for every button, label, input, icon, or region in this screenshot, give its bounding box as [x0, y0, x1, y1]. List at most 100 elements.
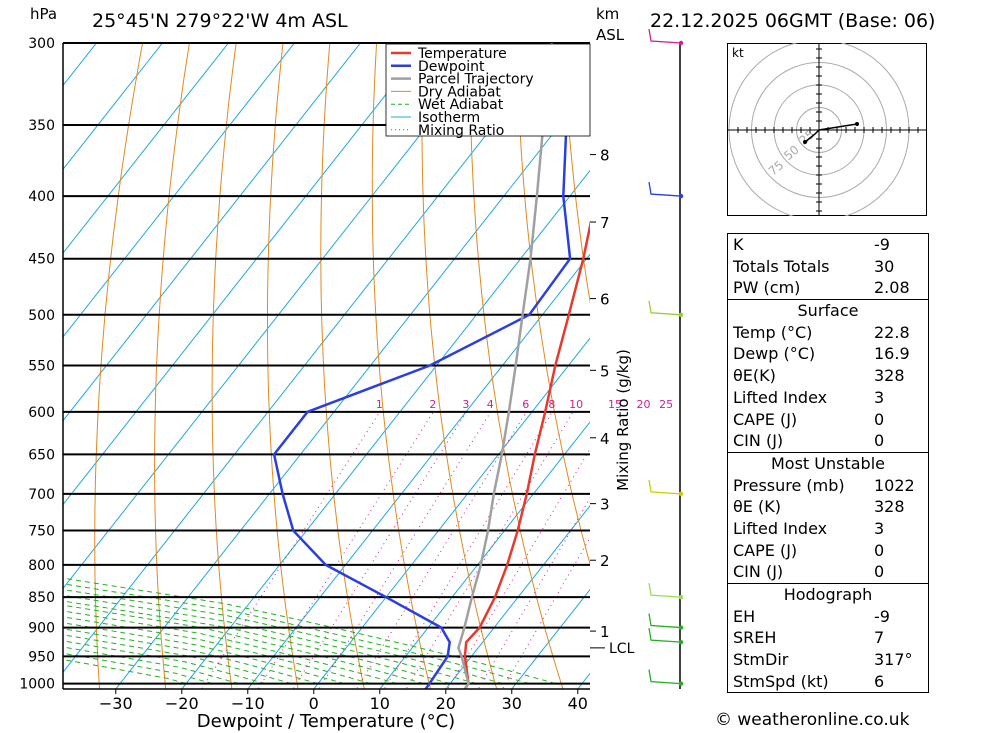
wind-barb — [648, 669, 682, 685]
pressure-tick-label: 350 — [28, 118, 55, 134]
isotherm-line — [63, 43, 296, 338]
isotherm-line — [628, 25, 727, 710]
dry-adiabat-line — [516, 43, 590, 566]
mixing-ratio-line — [383, 411, 553, 689]
mixing-ratio-label: 6 — [522, 398, 529, 411]
index-value: 328 — [874, 366, 905, 386]
mixing-ratio-label: 20 — [637, 398, 651, 411]
index-value: 22.8 — [874, 322, 910, 342]
index-label: SREH — [733, 628, 777, 648]
index-row: Lifted Index 3 — [728, 387, 928, 409]
wind-barb — [648, 613, 682, 629]
x-axis-title: Dewpoint / Temperature (°C) — [197, 711, 455, 732]
index-value: 2.08 — [874, 278, 910, 298]
index-value: 317° — [874, 650, 913, 670]
wet-adiabat-line — [63, 583, 530, 685]
index-value: 6 — [874, 671, 885, 691]
dry-adiabat-line — [563, 43, 590, 305]
pressure-tick-label: 550 — [28, 359, 55, 375]
dry-adiabat-line — [94, 43, 144, 689]
isotherm-line — [63, 43, 230, 254]
pressure-tick-label: 400 — [28, 189, 55, 205]
index-row: Pressure (mb) 1022 — [728, 475, 928, 497]
isotherm-line — [379, 421, 590, 689]
dry-adiabat-line — [267, 43, 299, 689]
mixing-ratio-axis-title: Mixing Ratio (g/kg) — [614, 349, 632, 491]
wet-adiabat-line — [63, 610, 398, 685]
index-label: θE (K) — [733, 497, 781, 517]
index-value: 0 — [874, 431, 885, 451]
mixing-ratio-label: 4 — [487, 398, 494, 411]
index-value: 3 — [874, 387, 885, 407]
mixing-ratio-label: 3 — [462, 398, 469, 411]
wind-barb — [648, 628, 682, 643]
index-row: K -9 — [728, 234, 928, 256]
isotherm-line — [313, 337, 590, 689]
index-label: Lifted Index — [733, 387, 828, 407]
index-label: CAPE (J) — [733, 540, 798, 560]
index-row: Dewp (°C) 16.9 — [728, 343, 928, 365]
index-label: PW (cm) — [733, 278, 801, 298]
parcel-trajectory-profile — [457, 43, 554, 689]
dry-adiabat-line — [469, 43, 564, 689]
index-row: CAPE (J) 0 — [728, 540, 928, 562]
km-tick-label: 7 — [600, 214, 610, 232]
asl-label: ASL — [596, 26, 625, 44]
index-row: Lifted Index 3 — [728, 518, 928, 540]
isotherm-line — [63, 43, 560, 674]
index-value: 3 — [874, 518, 885, 538]
isotherm-line — [63, 43, 164, 171]
index-row: CIN (J) 0 — [728, 561, 928, 583]
index-row: PW (cm) 2.08 — [728, 277, 928, 299]
km-tick-label: 5 — [600, 362, 610, 380]
index-row: Totals Totals 30 — [728, 256, 928, 278]
index-label: StmSpd (kt) — [733, 671, 829, 691]
index-label: Totals Totals — [733, 256, 830, 276]
wind-barb — [648, 583, 682, 598]
dry-adiabat-line — [371, 43, 432, 689]
index-row: CIN (J) 0 — [728, 430, 928, 452]
km-tick-label: 1 — [600, 623, 610, 641]
index-row: CAPE (J) 0 — [728, 409, 928, 431]
x-tick-label: −20 — [165, 694, 199, 713]
wind-barb — [648, 181, 682, 197]
mixing-ratio-line — [501, 536, 590, 689]
km-tick-label: 3 — [600, 496, 610, 514]
x-tick-label: −30 — [99, 694, 133, 713]
x-tick-label: 10 — [370, 694, 390, 713]
isotherm-line — [247, 253, 590, 689]
wet-adiabat-line — [63, 616, 371, 685]
index-value: 0 — [874, 409, 885, 429]
index-value: 0 — [874, 540, 885, 560]
pressure-tick-label: 850 — [28, 590, 55, 606]
index-label: CIN (J) — [733, 562, 784, 582]
km-tick-label: 6 — [600, 291, 610, 309]
isotherm-line — [63, 43, 98, 87]
legend-box — [385, 43, 591, 137]
index-value: 30 — [874, 256, 895, 276]
hodograph-point — [803, 140, 807, 144]
hodograph-unit: kt — [732, 46, 744, 60]
mixing-ratio-line — [318, 411, 492, 689]
index-label: EH — [733, 606, 756, 626]
dry-adiabat-line — [211, 43, 237, 689]
index-value: 0 — [874, 562, 885, 582]
index-label: K — [733, 235, 744, 254]
index-value: -9 — [874, 606, 890, 626]
legend-label: Parcel Trajectory — [418, 72, 534, 88]
mixing-ratio-label: 1 — [376, 398, 383, 411]
index-row: StmSpd (kt) 6 — [728, 671, 928, 693]
dewpoint-profile — [272, 43, 590, 689]
dry-adiabat-line — [154, 43, 190, 689]
index-value: 16.9 — [874, 344, 910, 364]
dry-adiabat-line — [320, 43, 365, 689]
temperature-profile — [463, 220, 590, 689]
legend-label: Dry Adiabat — [418, 84, 501, 100]
isotherm-line — [445, 505, 590, 689]
pressure-tick-label: 650 — [28, 447, 55, 463]
legend-label: Mixing Ratio — [418, 123, 504, 139]
index-row: SREH 7 — [728, 627, 928, 649]
mixing-ratio-label: 8 — [548, 398, 555, 411]
index-label: CIN (J) — [733, 431, 784, 451]
mixing-ratio-line — [447, 448, 590, 689]
